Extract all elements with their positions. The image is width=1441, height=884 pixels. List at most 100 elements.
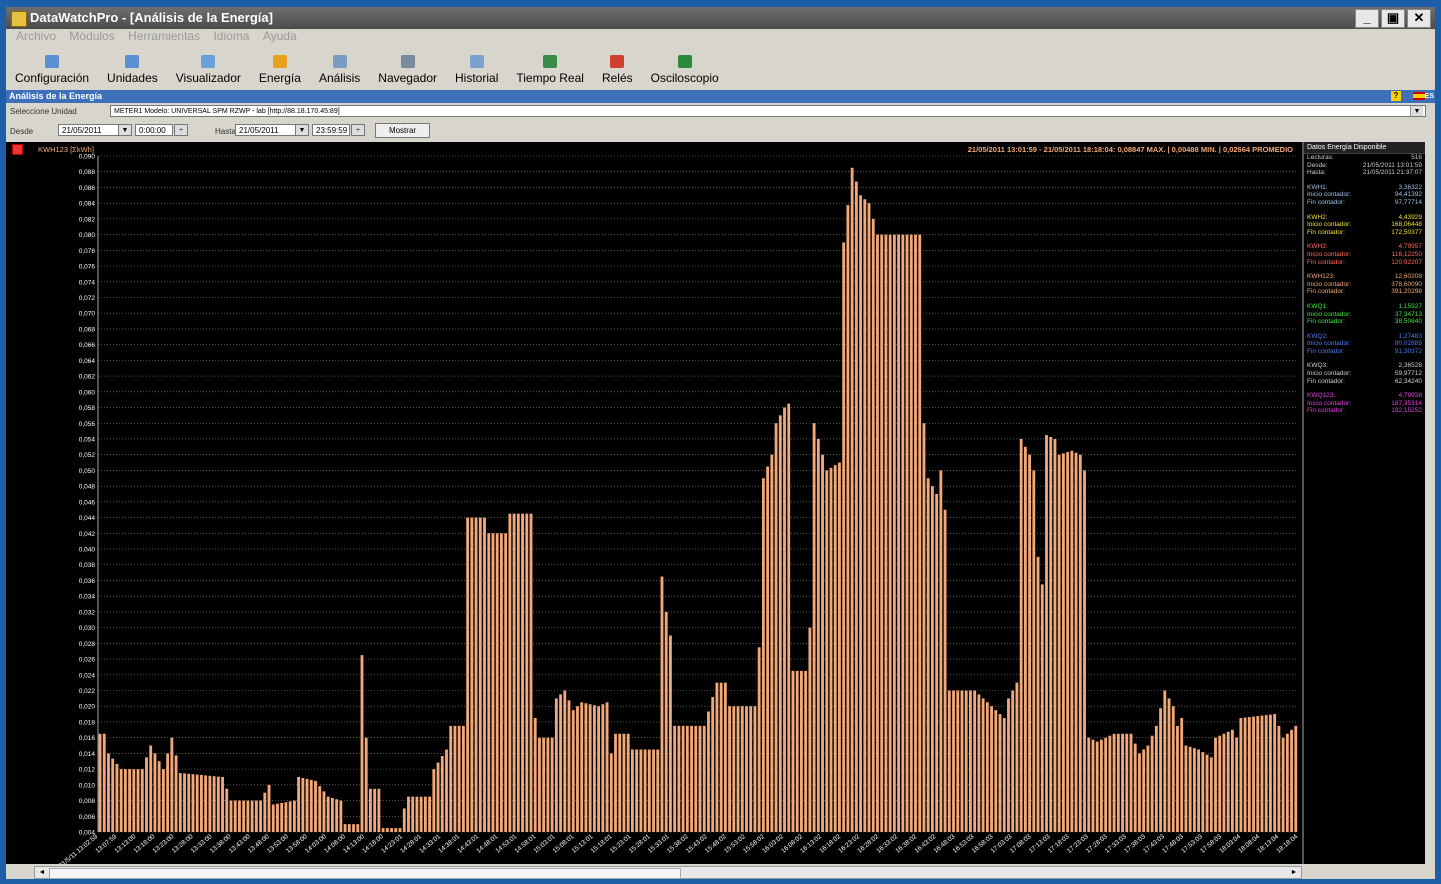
chart-bar[interactable] <box>390 828 393 832</box>
chart-bar[interactable] <box>140 769 144 832</box>
chart-bar[interactable] <box>145 757 148 832</box>
chart-bar[interactable] <box>1290 729 1293 832</box>
chart-bar[interactable] <box>432 769 436 832</box>
chart-bar[interactable] <box>419 796 423 832</box>
chart-bar[interactable] <box>901 234 905 833</box>
chart-bar[interactable] <box>922 423 926 832</box>
chart-bar[interactable] <box>538 737 541 832</box>
chart-bar[interactable] <box>905 234 909 833</box>
chart-bar[interactable] <box>732 706 736 832</box>
chart-bar[interactable] <box>770 454 774 832</box>
chart-bar[interactable] <box>360 655 364 832</box>
chart-bar[interactable] <box>635 749 639 832</box>
chart-bar[interactable] <box>559 694 562 832</box>
chart-bar[interactable] <box>728 706 732 832</box>
chart-bar[interactable] <box>605 702 609 832</box>
chart-bar[interactable] <box>297 776 301 832</box>
chart-bar[interactable] <box>897 234 901 833</box>
chart-bar[interactable] <box>681 725 685 832</box>
chart-bar[interactable] <box>276 803 279 832</box>
chart-bar[interactable] <box>892 234 896 833</box>
chart-bar[interactable] <box>174 755 178 832</box>
chart-bar[interactable] <box>478 517 482 832</box>
chart-bar[interactable] <box>128 769 132 832</box>
chart-bar[interactable] <box>1116 733 1120 832</box>
chart-bar[interactable] <box>930 486 934 832</box>
chart-bar[interactable] <box>170 737 174 832</box>
chart-bar[interactable] <box>1252 716 1255 832</box>
chart-bar[interactable] <box>838 462 841 832</box>
chart-bar[interactable] <box>398 828 402 832</box>
chart-bar[interactable] <box>1104 737 1108 832</box>
chart-bar[interactable] <box>474 517 478 832</box>
chart-bar[interactable] <box>1121 733 1124 832</box>
chart-bar[interactable] <box>1163 690 1167 832</box>
chart-bar[interactable] <box>1285 733 1289 832</box>
chart-bar[interactable] <box>1028 454 1032 832</box>
chart-bar[interactable] <box>271 804 275 832</box>
menu-archivo[interactable]: Archivo <box>16 29 57 43</box>
chart-bar[interactable] <box>719 682 723 832</box>
desde-date-field[interactable]: 21/05/2011 <box>58 124 120 136</box>
chart-bar[interactable] <box>102 733 106 832</box>
toolbar-viewer-button[interactable]: Visualizador <box>167 47 250 85</box>
chart-bar[interactable] <box>461 725 465 832</box>
chart-bar[interactable] <box>652 749 655 832</box>
chart-bar[interactable] <box>132 769 136 832</box>
chart-bar[interactable] <box>1247 717 1251 832</box>
chart-bar[interactable] <box>1205 754 1209 832</box>
chart-bar[interactable] <box>187 773 191 832</box>
toolbar-analysis-button[interactable]: Análisis <box>310 47 369 85</box>
chart-bar[interactable] <box>445 749 448 832</box>
chart-bar[interactable] <box>973 690 977 832</box>
chart-bar[interactable] <box>1045 435 1048 832</box>
chart-bar[interactable] <box>985 702 989 832</box>
menu-modulos[interactable]: Módulos <box>69 29 115 43</box>
chart-bar[interactable] <box>660 576 664 832</box>
desde-time-spinner[interactable]: ÷ <box>174 124 188 136</box>
chart-bar[interactable] <box>123 769 127 832</box>
chart-bar[interactable] <box>191 774 195 832</box>
chart-bar[interactable] <box>470 517 474 832</box>
chart-bar[interactable] <box>825 470 829 832</box>
chart-bar[interactable] <box>804 670 808 832</box>
hasta-time-field[interactable]: 23:59:59 <box>312 124 350 136</box>
chart-bar[interactable] <box>423 796 427 832</box>
chart-bar[interactable] <box>394 828 398 832</box>
chart-bar[interactable] <box>707 711 710 832</box>
chart-bar[interactable] <box>871 218 875 832</box>
chart-bar[interactable] <box>1180 718 1184 832</box>
chart-bar[interactable] <box>1201 752 1205 832</box>
chart-bar[interactable] <box>161 769 165 832</box>
chart-bar[interactable] <box>626 733 630 832</box>
chart-bar[interactable] <box>111 758 115 832</box>
chart-bar[interactable] <box>347 824 351 832</box>
minimize-button[interactable]: _ <box>1355 9 1379 28</box>
chart-bar[interactable] <box>702 725 706 832</box>
chart-bar[interactable] <box>301 777 305 832</box>
chart-bar[interactable] <box>876 234 879 833</box>
chart-bar[interactable] <box>1214 737 1217 832</box>
chart-bar[interactable] <box>808 627 812 832</box>
chart-bar[interactable] <box>846 205 850 832</box>
chart-bar[interactable] <box>567 700 571 832</box>
restore-button[interactable]: ▣ <box>1381 9 1405 28</box>
chart-bar[interactable] <box>183 773 186 832</box>
chart-bar[interactable] <box>436 762 440 832</box>
chart-bar[interactable] <box>415 796 419 832</box>
chart-bar[interactable] <box>664 611 668 832</box>
chart-bar[interactable] <box>952 690 955 832</box>
chart-bar[interactable] <box>656 749 660 832</box>
chart-bar[interactable] <box>335 799 339 832</box>
chart-bar[interactable] <box>1146 745 1150 832</box>
chart-bar[interactable] <box>981 698 985 832</box>
chart-bar[interactable] <box>407 796 410 832</box>
chart-bar[interactable] <box>1281 737 1285 832</box>
chart-bar[interactable] <box>554 698 558 832</box>
chart-bar[interactable] <box>221 776 224 832</box>
chart-bar[interactable] <box>305 778 309 832</box>
chart-bar[interactable] <box>647 749 651 832</box>
chart-bar[interactable] <box>1036 556 1040 832</box>
chart-bar[interactable] <box>500 533 503 832</box>
dropdown-arrow-icon[interactable]: ▼ <box>1410 106 1423 116</box>
